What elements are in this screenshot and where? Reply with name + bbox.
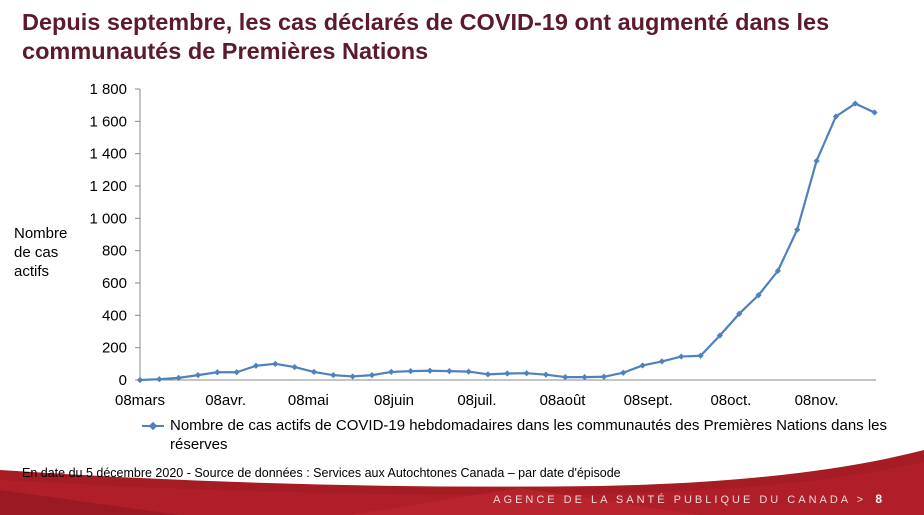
y-tick-label: 200 bbox=[102, 340, 127, 357]
y-tick-label: 1 600 bbox=[89, 113, 127, 130]
x-tick-label: 08juin bbox=[374, 392, 414, 409]
x-tick-label: 08août bbox=[540, 392, 587, 409]
y-tick-label: 1 800 bbox=[89, 81, 127, 98]
data-point bbox=[310, 368, 318, 376]
y-tick-label: 600 bbox=[102, 275, 127, 292]
source-note: En date du 5 décembre 2020 - Source de d… bbox=[22, 466, 621, 480]
data-point bbox=[678, 353, 685, 360]
data-point bbox=[272, 360, 279, 367]
data-point bbox=[600, 373, 608, 380]
x-tick-label: 08juil. bbox=[457, 392, 496, 409]
page-number: 8 bbox=[875, 492, 882, 506]
y-axis-label: Nombre de cas actifs bbox=[14, 225, 68, 280]
data-point bbox=[446, 367, 453, 375]
x-tick-label: 08sept. bbox=[624, 392, 673, 409]
series-line bbox=[139, 102, 875, 382]
data-point bbox=[813, 157, 820, 165]
legend-series-marker bbox=[142, 416, 164, 435]
data-point bbox=[639, 362, 646, 369]
data-point bbox=[562, 373, 569, 381]
data-point bbox=[136, 376, 144, 384]
line-chart: 0 200 400 600 800 1 000 1 200 1 400 1 600 1 800 08… bbox=[89, 81, 878, 409]
data-point bbox=[388, 368, 395, 376]
data-point bbox=[620, 369, 627, 376]
footer-band bbox=[0, 450, 924, 515]
data-point bbox=[407, 367, 414, 375]
data-point bbox=[233, 369, 240, 376]
data-point bbox=[542, 371, 550, 378]
y-tick-label: 1 000 bbox=[89, 210, 127, 227]
y-tick-label: 800 bbox=[102, 243, 127, 260]
slide-title: Depuis septembre, les cas déclarés de CO… bbox=[22, 9, 830, 64]
y-tick-label: 400 bbox=[102, 307, 127, 324]
data-point bbox=[330, 372, 337, 379]
y-tick-label: 1 200 bbox=[89, 178, 127, 195]
x-tick-label: 08oct. bbox=[710, 392, 751, 409]
data-point bbox=[291, 363, 298, 371]
agency-name: AGENCE DE LA SANTÉ PUBLIQUE DU CANADA > bbox=[493, 494, 866, 506]
data-point bbox=[484, 371, 492, 378]
data-point bbox=[156, 376, 163, 383]
data-point bbox=[368, 372, 376, 379]
y-tick-label: 0 bbox=[119, 372, 127, 389]
x-tick-label: 08avr. bbox=[205, 392, 246, 409]
chart-legend: Nombre de cas actifs de COVID-19 hebdoma… bbox=[142, 416, 912, 454]
x-tick-label: 08mai bbox=[288, 392, 329, 409]
data-point bbox=[252, 362, 260, 369]
data-point bbox=[504, 370, 511, 377]
data-point bbox=[214, 369, 221, 376]
y-tick-label: 1 400 bbox=[89, 146, 127, 163]
data-point bbox=[716, 332, 724, 339]
x-tick-label: 08nov. bbox=[795, 392, 839, 409]
data-point bbox=[426, 367, 434, 374]
data-point bbox=[658, 358, 666, 365]
data-point bbox=[871, 109, 878, 116]
data-point bbox=[465, 368, 472, 375]
x-tick-label: 08mars bbox=[115, 392, 165, 409]
data-point bbox=[194, 372, 202, 379]
legend-series-label: Nombre de cas actifs de COVID-19 hebdoma… bbox=[170, 417, 888, 453]
data-point bbox=[581, 373, 588, 381]
data-point bbox=[523, 370, 530, 377]
data-point bbox=[349, 373, 356, 380]
